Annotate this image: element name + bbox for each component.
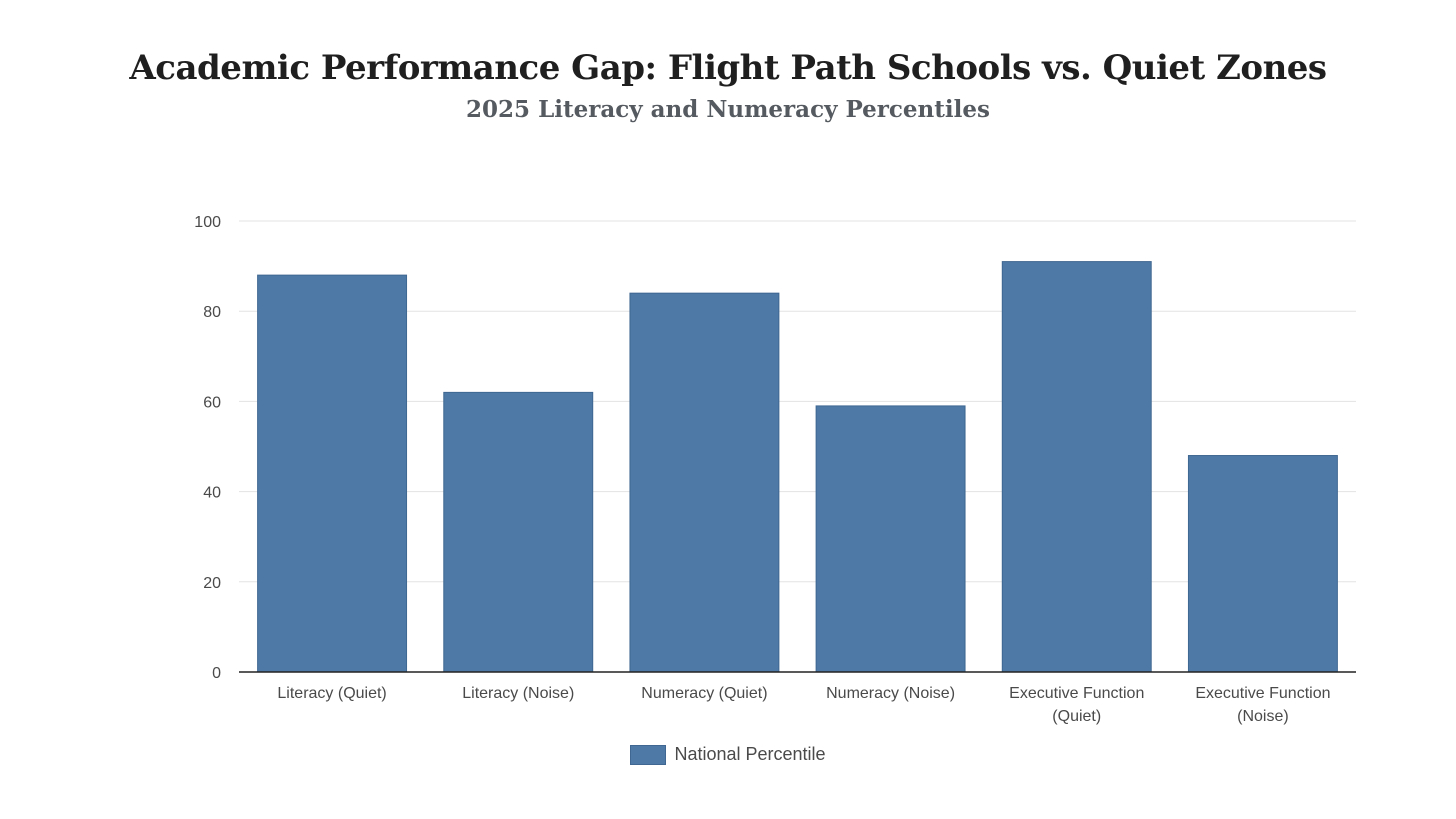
chart-subtitle: 2025 Literacy and Numeracy Percentiles xyxy=(466,96,990,123)
x-axis-labels: Literacy (Quiet) Literacy (Noise) Numeracy… xyxy=(277,685,1330,725)
bar-layer xyxy=(257,261,1338,673)
y-tick-label: 80 xyxy=(203,304,221,321)
bar xyxy=(815,405,966,673)
x-tick-label: Executive Function xyxy=(1195,685,1330,702)
y-axis-ticks: 0 20 40 60 80 100 xyxy=(194,214,221,682)
y-tick-label: 60 xyxy=(203,394,221,411)
bar xyxy=(443,391,594,673)
x-tick-label: (Noise) xyxy=(1237,708,1289,725)
bar xyxy=(629,292,780,673)
y-tick-label: 0 xyxy=(212,665,221,682)
grid-layer xyxy=(239,220,1356,583)
legend-swatch xyxy=(630,744,667,765)
x-tick-label: Literacy (Noise) xyxy=(462,685,574,702)
y-tick-label: 20 xyxy=(203,575,221,592)
legend-label: National Percentile xyxy=(674,744,826,764)
x-tick-label: Numeracy (Quiet) xyxy=(641,685,767,702)
x-tick-label: Executive Function xyxy=(1009,685,1144,702)
y-tick-label: 100 xyxy=(194,214,221,231)
chart-title: Academic Performance Gap: Flight Path Sc… xyxy=(129,48,1327,88)
y-tick-label: 40 xyxy=(203,485,221,502)
x-tick-label: (Quiet) xyxy=(1052,708,1101,725)
bar xyxy=(1187,455,1338,673)
x-tick-label: Numeracy (Noise) xyxy=(826,685,955,702)
legend: National Percentile xyxy=(0,744,1456,765)
x-tick-label: Literacy (Quiet) xyxy=(277,685,386,702)
bar xyxy=(257,274,408,673)
bar xyxy=(1001,261,1152,673)
